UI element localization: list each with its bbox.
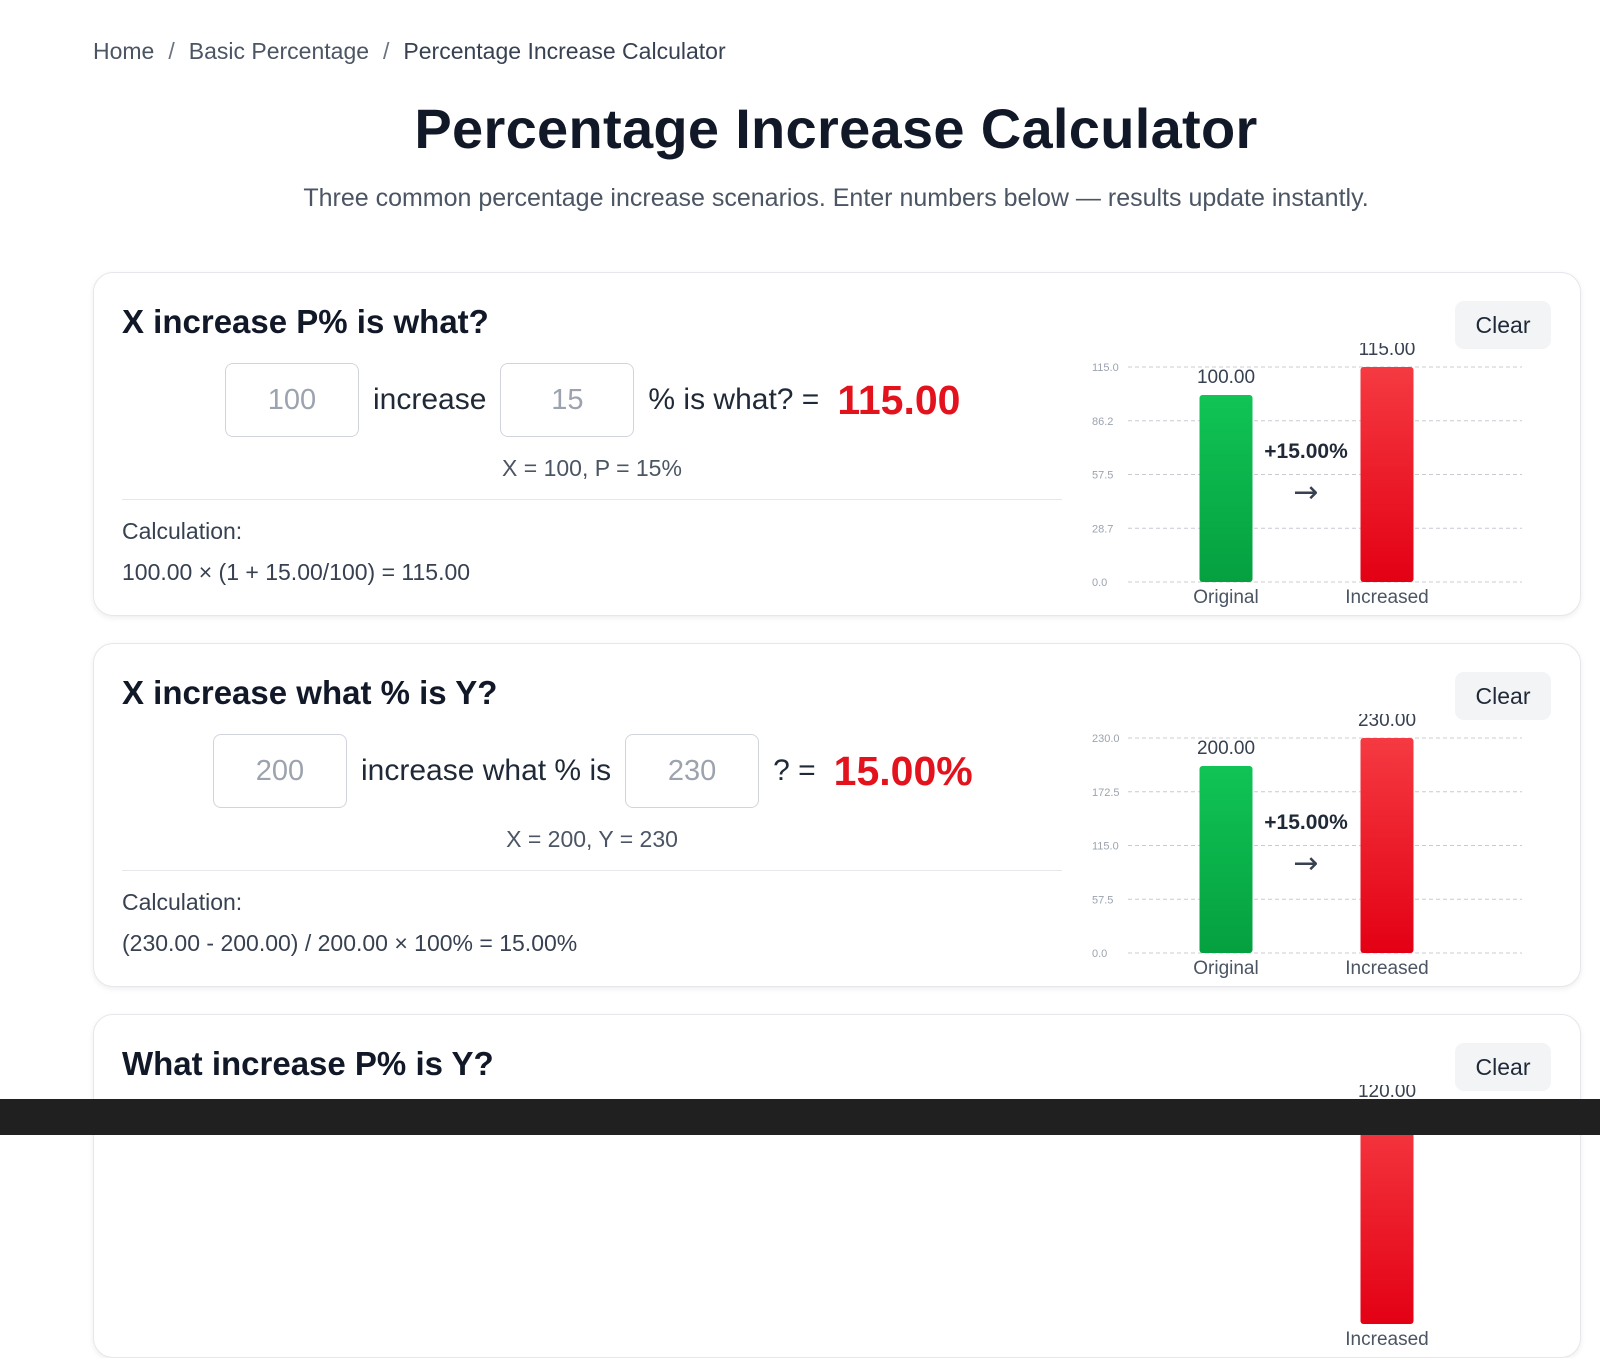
y-tick-label: 57.5 [1092, 470, 1113, 482]
bar-value-label: 120.00 [1358, 1085, 1416, 1102]
formula-row: increase % is what? = 115.00 [225, 361, 960, 439]
page-title: Percentage Increase Calculator [414, 97, 1258, 160]
y-tick-label: 57.5 [1092, 894, 1113, 906]
calculation-formula: 100.00 × (1 + 15.00/100) = 115.00 [122, 559, 471, 585]
bar-value-label: 200.00 [1197, 738, 1255, 759]
y-value-input[interactable] [625, 734, 760, 808]
breadcrumb-separator: / [383, 38, 390, 64]
comparison-bar-chart: 0.0 28.7 57.5 86.2 115.0 100.00 Original 115.00… [1092, 343, 1522, 608]
increased-bar [1360, 367, 1414, 582]
y-tick-label: 86.2 [1092, 416, 1113, 428]
x-category-label: Increased [1345, 958, 1428, 979]
divider [122, 499, 1062, 500]
x-category-label: Increased [1345, 1329, 1428, 1350]
card-title: X increase what % is Y? [122, 674, 498, 711]
result-value: 115.00 [837, 376, 961, 423]
formula-text: increase [373, 383, 487, 416]
calculator-card-1: X increase P% is what? Clear increase % … [93, 272, 1581, 616]
breadcrumb: Home / Basic Percentage / Percentage Inc… [93, 38, 726, 65]
bar-value-label: 100.00 [1197, 367, 1255, 388]
calculator-card-3: What increase P% is Y? Clear 120.00 Incre… [93, 1014, 1581, 1358]
calculation-formula: (230.00 - 200.00) / 200.00 × 100% = 15.0… [122, 930, 578, 956]
increased-bar [1360, 1109, 1414, 1324]
y-tick-label: 172.5 [1092, 787, 1120, 799]
variable-summary: X = 100, P = 15% [502, 455, 682, 481]
y-tick-label: 0.0 [1092, 948, 1107, 960]
card-title: What increase P% is Y? [122, 1045, 494, 1082]
page-subtitle: Three common percentage increase scenari… [303, 184, 1369, 212]
clear-button[interactable]: Clear [1455, 301, 1551, 349]
formula-text: % is what? = [648, 383, 820, 416]
x-value-input[interactable] [213, 734, 347, 808]
x-category-label: Original [1193, 587, 1258, 608]
increased-bar [1360, 738, 1414, 953]
breadcrumb-separator: / [168, 38, 175, 64]
result-value: 15.00% [833, 747, 973, 794]
clear-button[interactable]: Clear [1455, 1043, 1551, 1091]
bar-value-label: 115.00 [1359, 343, 1416, 360]
percent-input[interactable] [500, 363, 635, 437]
x-value-input[interactable] [225, 363, 359, 437]
change-percent-label: +15.00% [1264, 440, 1348, 463]
y-tick-label: 0.0 [1092, 577, 1107, 589]
y-tick-label: 115.0 [1092, 362, 1119, 374]
arrow-right-icon: → [1293, 475, 1318, 510]
taskbar-strip [0, 1099, 1600, 1135]
original-bar [1199, 766, 1253, 953]
y-tick-label: 115.0 [1092, 841, 1119, 853]
calculation-label: Calculation: [122, 518, 243, 544]
y-tick-label: 230.0 [1092, 733, 1120, 745]
change-percent-label: +15.00% [1264, 811, 1348, 834]
y-tick-label: 28.7 [1092, 523, 1113, 535]
calculation-label: Calculation: [122, 889, 243, 915]
clear-button[interactable]: Clear [1455, 672, 1551, 720]
formula-text: increase what % is [361, 754, 612, 787]
comparison-bar-chart: 0.0 57.5 115.0 172.5 230.0 200.00 Original 230.… [1092, 714, 1522, 979]
original-bar [1199, 395, 1253, 582]
breadcrumb-home-link[interactable]: Home [93, 38, 155, 64]
variable-summary: X = 200, Y = 230 [506, 826, 678, 852]
formula-row: increase what % is ? = 15.00% [213, 732, 973, 810]
formula-text: ? = [773, 754, 816, 787]
calculator-card-2: X increase what % is Y? Clear increase w… [93, 643, 1581, 987]
x-category-label: Original [1193, 958, 1258, 979]
card-title: X increase P% is what? [122, 303, 489, 340]
breadcrumb-basic-percentage-link[interactable]: Basic Percentage [188, 38, 370, 64]
breadcrumb-current-page: Percentage Increase Calculator [403, 38, 726, 64]
arrow-right-icon: → [1293, 846, 1318, 881]
x-category-label: Increased [1345, 587, 1428, 608]
bar-value-label: 230.00 [1358, 714, 1416, 731]
divider [122, 870, 1062, 871]
